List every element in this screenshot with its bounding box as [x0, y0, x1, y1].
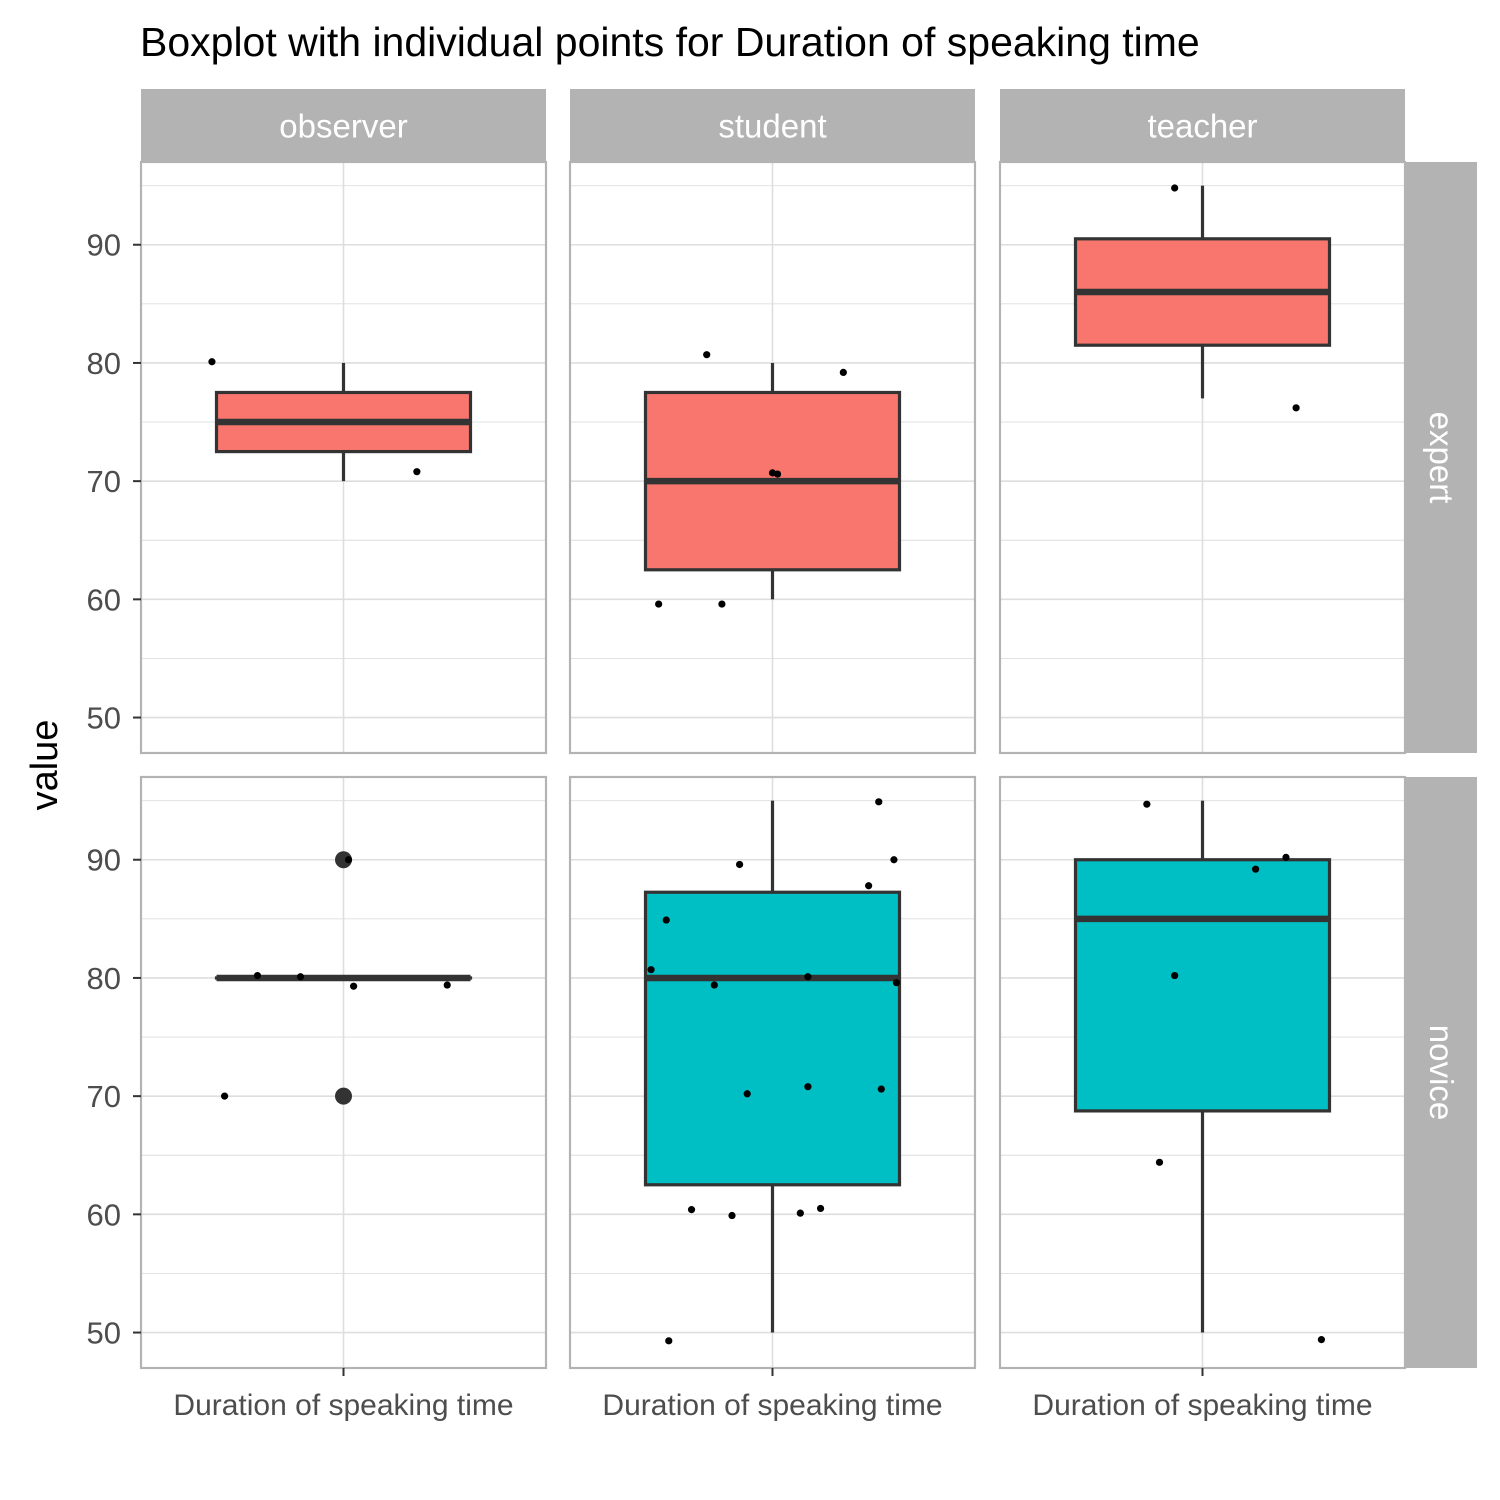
strip-expert — [1405, 162, 1477, 753]
data-point — [1292, 404, 1300, 412]
data-point — [773, 470, 782, 478]
data-point — [1317, 1336, 1326, 1344]
strip-novice — [1405, 777, 1477, 1368]
data-point — [1282, 853, 1290, 861]
data-point — [1143, 800, 1151, 808]
panel-observer-novice — [139, 775, 548, 1370]
y-tick-label: 90 — [87, 228, 121, 263]
panel-teacher-novice — [998, 775, 1407, 1370]
panels — [139, 160, 1407, 1370]
strip-observer — [141, 89, 546, 162]
strip-label-expert: expert — [1423, 412, 1460, 504]
strip-label-student: student — [718, 108, 826, 145]
data-point — [655, 600, 663, 608]
strip-label-teacher: teacher — [1147, 108, 1257, 145]
data-point — [703, 351, 711, 359]
data-point — [743, 1090, 751, 1098]
y-tick-label: 60 — [87, 582, 121, 617]
panel-observer-expert — [139, 160, 548, 755]
data-point — [296, 973, 305, 981]
strip-teacher — [1000, 89, 1405, 162]
data-point — [892, 979, 901, 987]
data-point — [344, 856, 353, 864]
data-point — [728, 1211, 736, 1220]
y-tick-label: 60 — [87, 1197, 121, 1232]
data-point — [1171, 184, 1179, 192]
outlier-point — [335, 1087, 352, 1105]
data-point — [220, 1092, 229, 1100]
data-point — [208, 358, 216, 366]
data-point — [839, 368, 847, 376]
facet-strips: observer student teacher expert novice — [141, 89, 1477, 1368]
x-tick-label: Duration of speaking time — [173, 1389, 513, 1422]
data-point — [736, 860, 744, 869]
data-point — [687, 1206, 696, 1214]
data-point — [816, 1204, 825, 1213]
data-point — [890, 856, 898, 864]
data-point — [804, 1083, 812, 1091]
y-tick-label: 50 — [87, 701, 121, 736]
data-point — [413, 468, 421, 476]
data-point — [253, 971, 262, 980]
x-tick-label: Duration of speaking time — [602, 1389, 942, 1422]
data-point — [804, 973, 812, 981]
data-point — [443, 981, 451, 989]
data-point — [1155, 1158, 1164, 1166]
box — [643, 890, 902, 1187]
y-tick-label: 50 — [87, 1316, 121, 1351]
panel-student-expert — [568, 160, 977, 755]
y-axis-title: value — [24, 720, 66, 811]
data-point — [1171, 971, 1179, 980]
panel-student-novice — [568, 775, 977, 1370]
data-point — [875, 798, 883, 806]
y-tick-label: 80 — [87, 346, 121, 381]
data-point — [665, 1337, 673, 1345]
axes: 50 60 70 80 90 50 60 70 80 90 Duration of speaking… — [87, 228, 1373, 1422]
box — [1073, 858, 1332, 1113]
panel-teacher-expert — [998, 160, 1407, 755]
y-tick-label: 70 — [87, 464, 121, 499]
outlier-point — [335, 851, 352, 869]
x-tick-label: Duration of speaking time — [1032, 1389, 1372, 1422]
data-point — [662, 916, 670, 924]
strip-label-novice: novice — [1423, 1025, 1460, 1120]
strip-label-observer: observer — [279, 108, 407, 145]
data-point — [647, 966, 655, 974]
data-point — [350, 982, 358, 990]
data-point — [865, 882, 873, 890]
data-point — [710, 981, 718, 989]
strip-student — [570, 89, 975, 162]
y-tick-label: 70 — [87, 1079, 121, 1114]
data-point — [877, 1085, 885, 1093]
data-point — [718, 600, 726, 608]
y-tick-label: 90 — [87, 843, 121, 878]
data-point — [1252, 865, 1260, 873]
data-point — [796, 1209, 804, 1217]
chart-title: Boxplot with individual points for Durat… — [140, 19, 1200, 65]
y-tick-label: 80 — [87, 961, 121, 996]
